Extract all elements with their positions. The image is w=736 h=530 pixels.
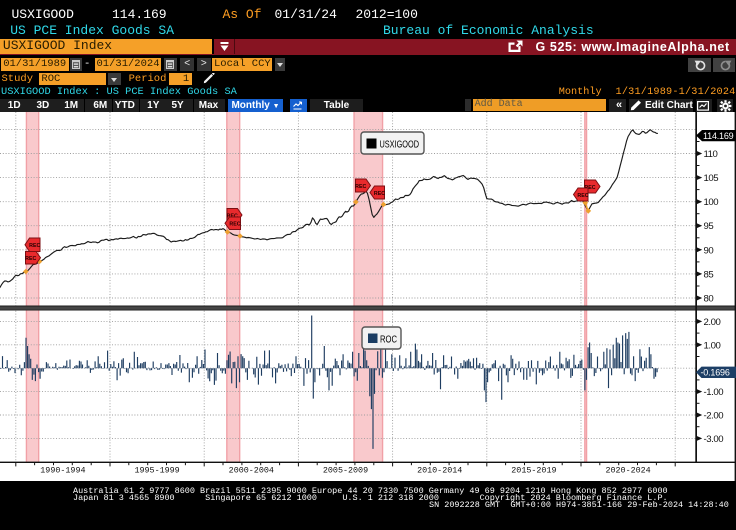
svg-text:2020-2024: 2020-2024 [605, 466, 650, 476]
svg-text:REC: REC [374, 191, 385, 197]
svg-text:90: 90 [704, 245, 714, 256]
svg-text:2000-2004: 2000-2004 [229, 466, 274, 476]
svg-text:2.00: 2.00 [704, 317, 721, 328]
svg-text:95: 95 [704, 221, 714, 232]
svg-text:ROC: ROC [380, 335, 397, 346]
svg-text:80: 80 [704, 294, 714, 305]
svg-text:-2.00: -2.00 [704, 411, 724, 422]
svg-text:REC: REC [577, 193, 588, 199]
svg-text:-1.00: -1.00 [704, 387, 724, 398]
svg-text:2005-2009: 2005-2009 [323, 466, 368, 476]
svg-text:110: 110 [704, 149, 718, 160]
svg-text:105: 105 [704, 173, 719, 184]
svg-text:REC: REC [227, 213, 238, 219]
svg-text:REC: REC [229, 222, 240, 228]
svg-text:114.169: 114.169 [703, 131, 734, 141]
svg-text:-0.1696: -0.1696 [701, 367, 730, 377]
svg-text:REC: REC [29, 243, 40, 249]
svg-text:2015-2019: 2015-2019 [511, 466, 556, 476]
svg-text:REC: REC [355, 184, 366, 190]
svg-text:1.00: 1.00 [704, 340, 721, 351]
svg-text:REC: REC [584, 185, 595, 191]
svg-text:85: 85 [704, 269, 714, 280]
svg-text:1995-1999: 1995-1999 [134, 466, 179, 476]
svg-text:100: 100 [704, 197, 719, 208]
svg-text:USXIGOOD: USXIGOOD [380, 140, 420, 151]
svg-text:1990-1994: 1990-1994 [40, 466, 85, 476]
svg-text:REC: REC [25, 256, 36, 262]
svg-text:-3.00: -3.00 [704, 434, 724, 445]
svg-text:2010-2014: 2010-2014 [417, 466, 462, 476]
